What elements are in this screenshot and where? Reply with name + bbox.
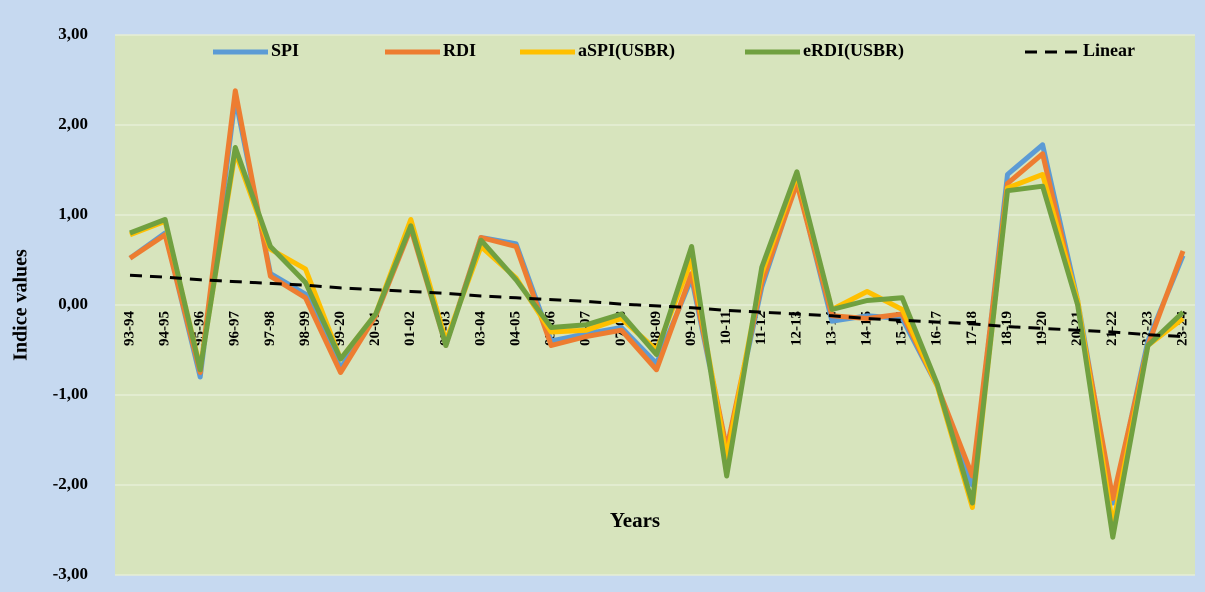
x-tick-label: 94-95 — [157, 311, 173, 346]
legend-label: eRDI(USBR) — [803, 40, 904, 61]
x-tick-label: 18-19 — [999, 311, 1015, 346]
y-tick-label: -3,00 — [53, 564, 88, 583]
x-tick-label: 19-20 — [1034, 311, 1050, 346]
x-tick-label: 09-10 — [683, 311, 699, 346]
y-tick-label: 3,00 — [58, 24, 88, 43]
y-tick-label: 1,00 — [58, 204, 88, 223]
legend-label: RDI — [443, 40, 476, 60]
x-axis-label: Years — [610, 508, 660, 532]
x-tick-label: 97-98 — [262, 311, 278, 346]
y-tick-label: -1,00 — [53, 384, 88, 403]
legend-label: Linear — [1083, 40, 1135, 60]
x-tick-label: 99-20 — [332, 311, 348, 346]
x-tick-label: 03-04 — [472, 311, 488, 346]
x-tick-label: 12-13 — [788, 311, 804, 346]
x-tick-label: 16-17 — [929, 311, 945, 346]
x-tick-label: 10-11 — [718, 311, 734, 345]
series-line — [129, 145, 1185, 540]
x-tick-label: 17-18 — [964, 311, 980, 346]
y-tick-label: -2,00 — [53, 474, 88, 493]
series-line — [129, 273, 1184, 338]
x-tick-label: 01-02 — [402, 311, 418, 346]
y-tick-label: 0,00 — [58, 294, 88, 313]
x-tick-label: 98-99 — [297, 311, 313, 346]
x-tick-label: 21-22 — [1104, 311, 1120, 346]
x-tick-label: 04-05 — [508, 311, 524, 346]
y-axis-label: Indice values — [10, 249, 32, 361]
x-tick-label: 93-94 — [121, 311, 137, 346]
legend-label: aSPI(USBR) — [578, 40, 675, 61]
legend-label: SPI — [271, 40, 299, 60]
x-tick-label: 96-97 — [227, 311, 243, 346]
y-tick-label: 2,00 — [58, 114, 88, 133]
series-line — [128, 88, 1186, 501]
